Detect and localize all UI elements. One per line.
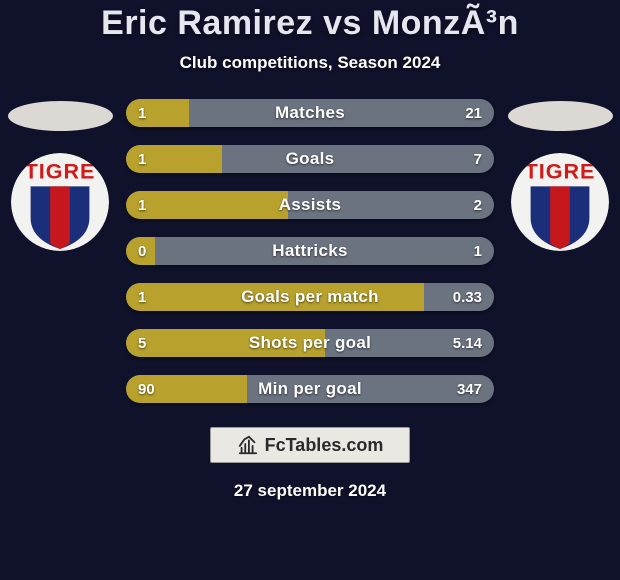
stat-bar: 12Assists [126, 191, 494, 219]
stat-label: Goals per match [126, 283, 494, 311]
stat-label: Min per goal [126, 375, 494, 403]
stat-bar: 17Goals [126, 145, 494, 173]
stat-bar: 90347Min per goal [126, 375, 494, 403]
stat-label: Assists [126, 191, 494, 219]
stat-bar: 55.14Shots per goal [126, 329, 494, 357]
main-row: TIGRE 121Matches 17Goals 12Assists 01Hattri… [0, 99, 620, 403]
player-left-silhouette [8, 101, 113, 131]
stat-label: Goals [126, 145, 494, 173]
footer-date: 27 september 2024 [234, 481, 386, 501]
stat-label: Shots per goal [126, 329, 494, 357]
brand-text: FcTables.com [265, 435, 384, 456]
player-right-silhouette [508, 101, 613, 131]
player-left-column: TIGRE [0, 99, 120, 403]
player-right-club-badge: TIGRE [511, 153, 609, 251]
stat-label: Hattricks [126, 237, 494, 265]
stat-label: Matches [126, 99, 494, 127]
player-right-column: TIGRE [500, 99, 620, 403]
club-badge-icon: TIGRE [511, 153, 609, 251]
svg-text:TIGRE: TIGRE [25, 158, 96, 183]
stat-bar: 10.33Goals per match [126, 283, 494, 311]
brand-box: FcTables.com [210, 427, 411, 463]
page-title: Eric Ramirez vs MonzÃ³n [101, 4, 519, 43]
chart-icon [237, 434, 259, 456]
page-subtitle: Club competitions, Season 2024 [180, 53, 441, 73]
club-badge-icon: TIGRE [11, 153, 109, 251]
player-left-club-badge: TIGRE [11, 153, 109, 251]
svg-text:TIGRE: TIGRE [525, 158, 596, 183]
stat-bar: 01Hattricks [126, 237, 494, 265]
stat-bar: 121Matches [126, 99, 494, 127]
content-root: Eric Ramirez vs MonzÃ³n Club competition… [0, 0, 620, 580]
stat-bars-container: 121Matches 17Goals 12Assists 01Hattricks 10.… [120, 99, 500, 403]
